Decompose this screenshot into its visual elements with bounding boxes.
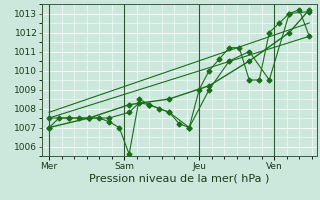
X-axis label: Pression niveau de la mer( hPa ): Pression niveau de la mer( hPa ) — [89, 173, 269, 183]
